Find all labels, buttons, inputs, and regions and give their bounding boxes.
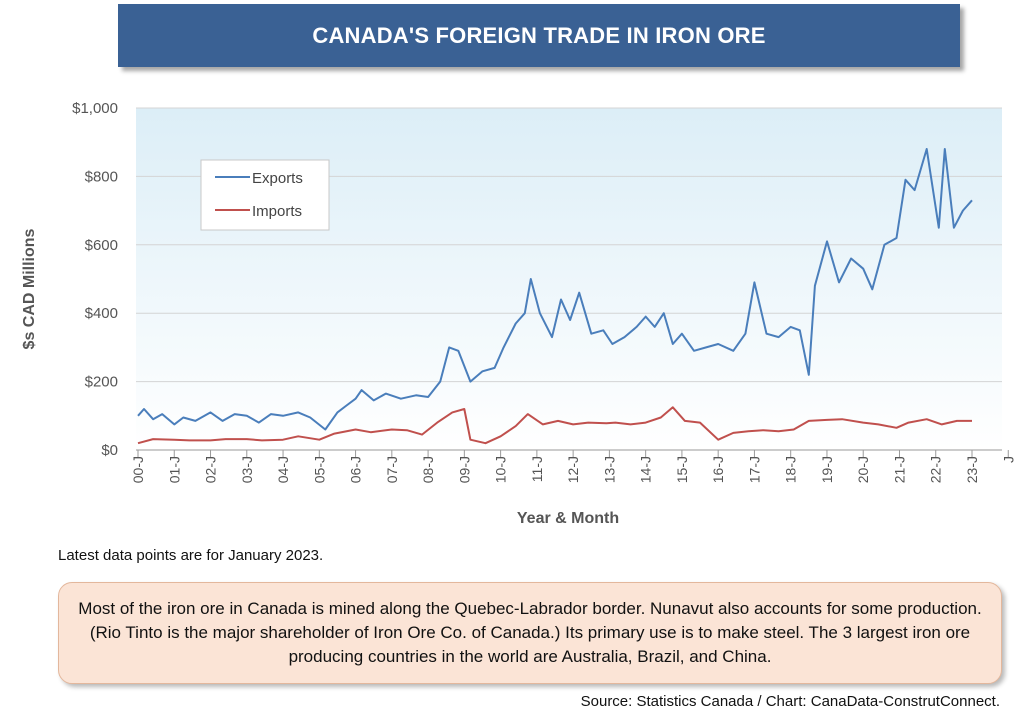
legend-box bbox=[200, 159, 330, 231]
x-tick-label: 07-J bbox=[384, 456, 400, 483]
x-axis-ticks: 00-J 01-J 02-J 03-J 04-J 05-J 06-J 07-J 08-J 09-J… bbox=[130, 450, 1016, 483]
x-tick-label: 17-J bbox=[746, 456, 762, 483]
plot-area bbox=[136, 108, 1002, 450]
x-tick-label: 18-J bbox=[783, 456, 799, 483]
x-tick-label: 11-J bbox=[529, 456, 545, 482]
y-axis-ticks: $0 $200 $400 $600 $800 $1,000 bbox=[72, 100, 118, 459]
x-tick-label: 10-J bbox=[493, 456, 509, 483]
x-tick-label: 15-J bbox=[674, 456, 690, 483]
y-tick-label: $1,000 bbox=[72, 100, 118, 117]
latest-data-note: Latest data points are for January 2023. bbox=[58, 547, 324, 564]
x-tick-label: 03-J bbox=[239, 456, 255, 483]
x-tick-label: 06-J bbox=[348, 456, 364, 483]
y-tick-label: $800 bbox=[85, 168, 118, 185]
x-tick-label: J bbox=[1000, 456, 1016, 463]
x-tick-label: 14-J bbox=[638, 456, 654, 483]
x-tick-label: 16-J bbox=[710, 456, 726, 483]
x-axis-label: Year & Month bbox=[517, 510, 619, 527]
series-line-imports bbox=[137, 406, 972, 445]
y-axis-label: $s CAD Millions bbox=[21, 228, 38, 349]
description-box: Most of the iron ore in Canada is mined … bbox=[58, 582, 1002, 684]
x-tick-label: 23-J bbox=[964, 456, 980, 483]
line-chart: $0 $200 $400 $600 $800 $1,000 00-J 01-J 02-J 03-… bbox=[21, 100, 1016, 527]
x-tick-label: 04-J bbox=[275, 456, 291, 483]
x-tick-label: 12-J bbox=[565, 456, 581, 483]
x-tick-label: 01-J bbox=[166, 456, 182, 483]
x-tick-label: 21-J bbox=[891, 456, 907, 483]
description-text: Most of the iron ore in Canada is mined … bbox=[78, 599, 982, 666]
y-tick-label: $200 bbox=[85, 374, 118, 391]
legend-imports-label: Imports bbox=[252, 203, 302, 220]
x-tick-label: 22-J bbox=[928, 456, 944, 483]
chart-title-banner: CANADA'S FOREIGN TRADE IN IRON ORE bbox=[118, 4, 960, 67]
x-tick-label: 00-J bbox=[130, 456, 146, 483]
legend-exports-label: Exports bbox=[252, 170, 303, 187]
x-tick-label: 19-J bbox=[819, 456, 835, 483]
y-tick-label: $0 bbox=[101, 442, 118, 459]
series-line-exports bbox=[137, 148, 973, 431]
series-lines bbox=[137, 148, 973, 445]
y-tick-label: $600 bbox=[85, 237, 118, 254]
x-tick-label: 20-J bbox=[855, 456, 871, 483]
chart-title: CANADA'S FOREIGN TRADE IN IRON ORE bbox=[312, 22, 766, 48]
x-tick-label: 02-J bbox=[203, 456, 219, 483]
x-tick-label: 08-J bbox=[420, 456, 436, 483]
source-credit: Source: Statistics Canada / Chart: CanaD… bbox=[580, 693, 1000, 710]
x-tick-label: 09-J bbox=[456, 456, 472, 483]
x-tick-label: 13-J bbox=[601, 456, 617, 483]
y-tick-label: $400 bbox=[85, 305, 118, 322]
x-tick-label: 05-J bbox=[311, 456, 327, 483]
legend: Exports Imports bbox=[200, 159, 330, 231]
